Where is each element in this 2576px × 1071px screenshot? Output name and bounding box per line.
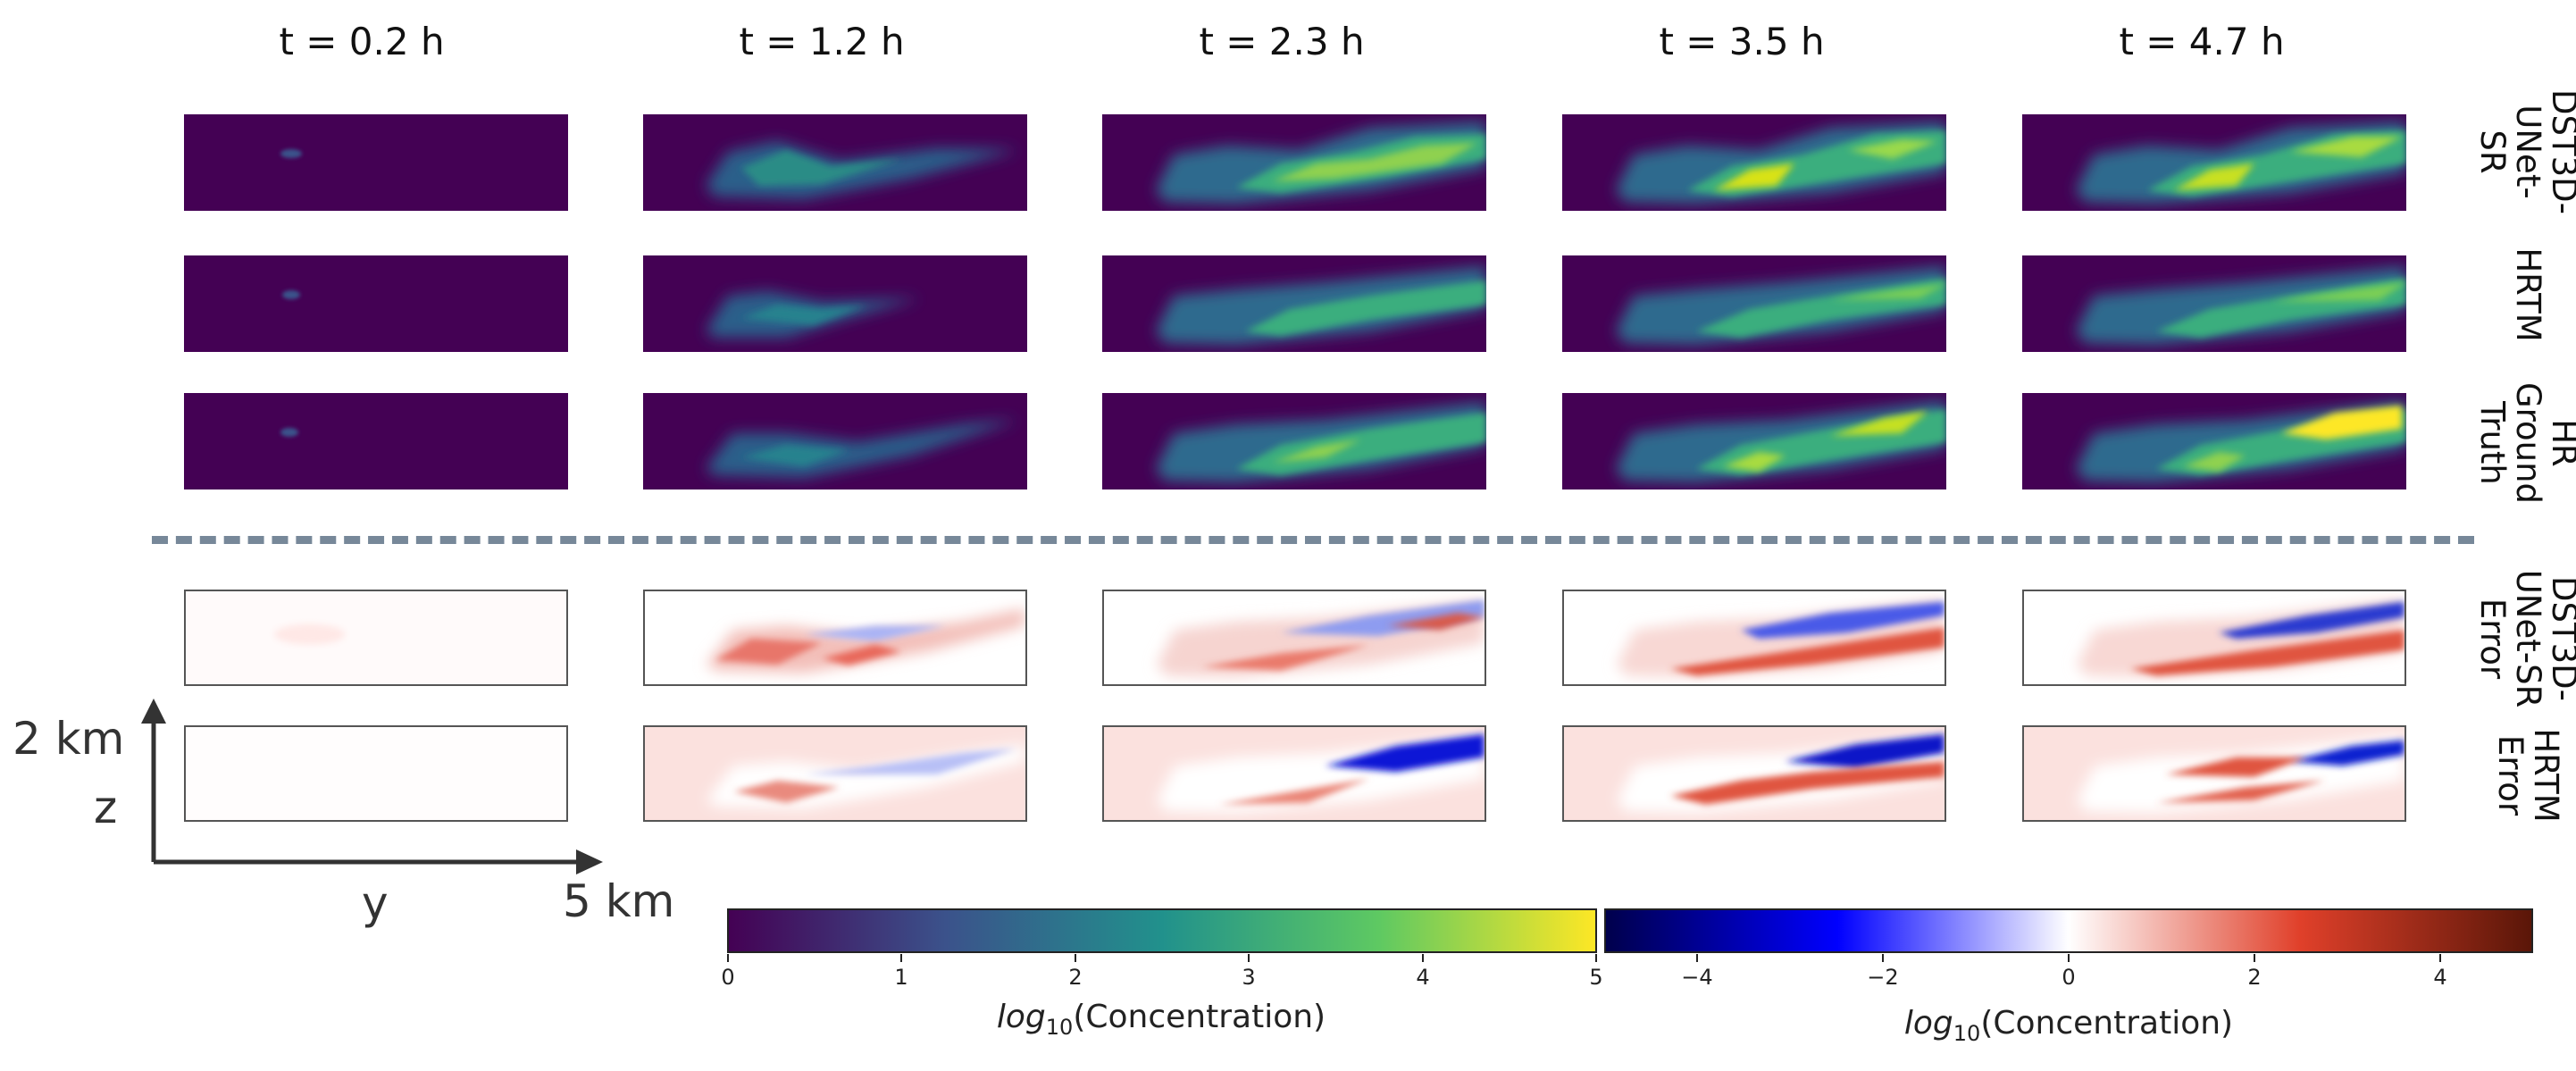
colorbar-error-tick: [1696, 954, 1698, 962]
column-title-t0: t = 0.2 h: [279, 20, 445, 63]
error-hrtm-t1: [643, 725, 1027, 822]
error-hrtm-t0: [184, 725, 568, 822]
column-title-t3: t = 3.5 h: [1659, 20, 1825, 63]
plume-hrtm-t4: [2022, 255, 2406, 352]
colorbar-concentration-tick-label: 1: [894, 965, 908, 990]
section-divider: [152, 536, 2474, 544]
error-hrtm-t2: [1102, 725, 1486, 822]
error-dst3d-t1: [643, 590, 1027, 686]
axes-arrows: [141, 699, 603, 874]
plume-truth-t4: [2022, 393, 2406, 489]
colorbar-concentration-tick-label: 3: [1242, 965, 1256, 990]
plume-truth-t1: [643, 393, 1027, 489]
z-extent-label: 2 km: [13, 713, 125, 765]
z-axis-label: z: [94, 782, 118, 833]
plume-dst3d-t3: [1562, 114, 1946, 211]
colorbar-error-title: log10(Concentration): [1903, 1005, 2234, 1047]
error-dst3d-t4: [2022, 590, 2406, 686]
plume-truth-t2: [1102, 393, 1486, 489]
colorbar-concentration-title: log10(Concentration): [996, 999, 1326, 1041]
column-title-t2: t = 2.3 h: [1199, 20, 1365, 63]
plume-hrtm-t1: [643, 255, 1027, 352]
colorbar-concentration-tick: [1248, 954, 1250, 962]
plume-truth-t3: [1562, 393, 1946, 489]
error-hrtm-t3: [1562, 725, 1946, 822]
plume-dst3d-t1: [643, 114, 1027, 211]
colorbar-concentration-tick: [727, 954, 729, 962]
colorbar-concentration-tick-label: 2: [1068, 965, 1083, 990]
y-axis-label: y: [362, 877, 389, 929]
colorbar-concentration-tick: [1422, 954, 1424, 962]
colorbar-concentration-tick-label: 4: [1416, 965, 1430, 990]
colorbar-error-tick: [2254, 954, 2255, 962]
column-title-t4: t = 4.7 h: [2119, 20, 2285, 63]
colorbar-error-tick-label: 4: [2433, 965, 2447, 990]
plume-truth-t0: [184, 393, 568, 489]
colorbar-error-tick: [2068, 954, 2070, 962]
colorbar-error-tick: [1882, 954, 1884, 962]
colorbar-error-tick-label: 0: [2062, 965, 2076, 990]
error-hrtm-t4: [2022, 725, 2406, 822]
error-dst3d-t2: [1102, 590, 1486, 686]
plume-dst3d-t0: [184, 114, 568, 211]
y-extent-label: 5 km: [563, 875, 675, 927]
row-label-hrtm-error: HRTM Error: [2491, 728, 2565, 823]
colorbar-concentration-tick-label: 5: [1589, 965, 1603, 990]
colorbar-concentration-tick: [900, 954, 902, 962]
plume-dst3d-t2: [1102, 114, 1486, 211]
row-label-hr-truth: HR Ground Truth: [2473, 381, 2576, 505]
plume-hrtm-t0: [184, 255, 568, 352]
colorbar-error-tick-label: 2: [2247, 965, 2262, 990]
colorbar-concentration: [727, 908, 1597, 953]
error-dst3d-t0: [184, 590, 568, 686]
colorbar-concentration-tick: [1595, 954, 1597, 962]
colorbar-concentration-tick-label: 0: [721, 965, 735, 990]
plume-hrtm-t2: [1102, 255, 1486, 352]
colorbar-error-tick: [2439, 954, 2441, 962]
plume-hrtm-t3: [1562, 255, 1946, 352]
colorbar-error-tick-label: −4: [1681, 965, 1713, 990]
plume-dst3d-t4: [2022, 114, 2406, 211]
column-title-t1: t = 1.2 h: [739, 20, 905, 63]
colorbar-error: [1604, 908, 2533, 953]
error-dst3d-t3: [1562, 590, 1946, 686]
colorbar-error-tick-label: −2: [1867, 965, 1899, 990]
colorbar-concentration-tick: [1075, 954, 1076, 962]
